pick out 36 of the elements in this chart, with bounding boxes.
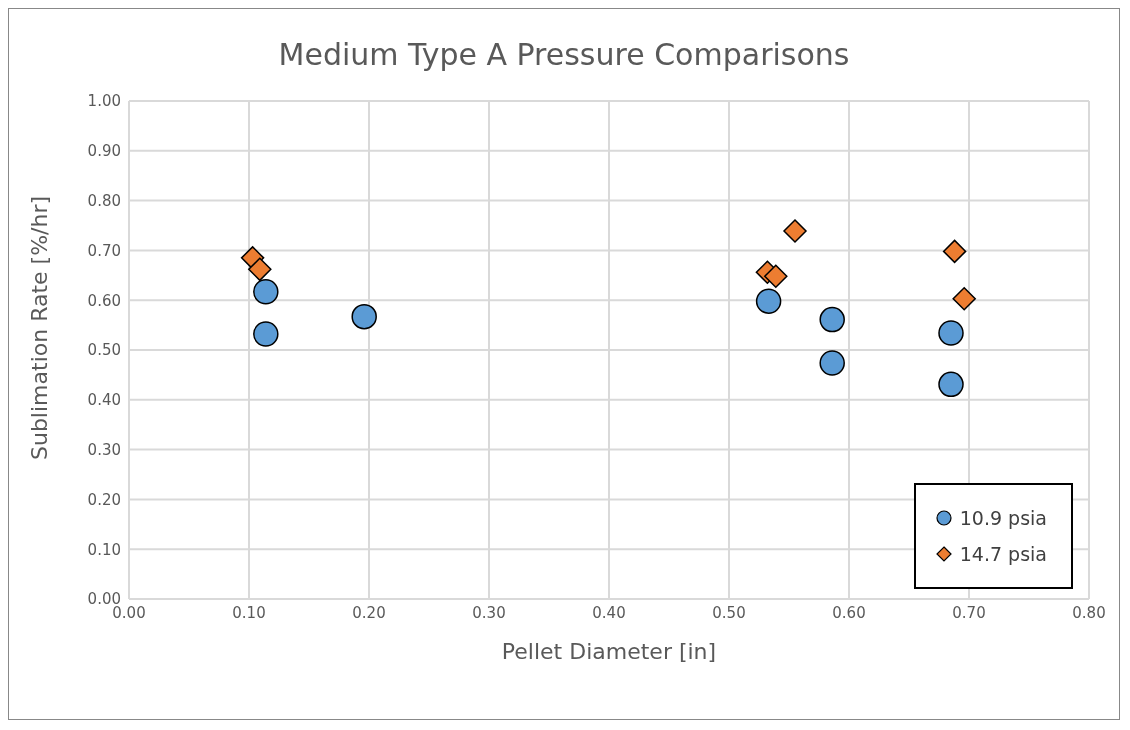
x-tick-label: 0.60 — [832, 603, 866, 622]
point — [253, 278, 279, 305]
point — [938, 371, 964, 398]
x-tick-label: 0.30 — [472, 603, 506, 622]
y-tick-label: 0.70 — [87, 241, 121, 260]
y-tick-label: 0.40 — [87, 391, 121, 410]
y-tick-label: 0.60 — [87, 291, 121, 310]
x-tick-label: 0.80 — [1072, 603, 1106, 622]
point — [248, 257, 272, 282]
point — [755, 288, 782, 314]
point — [819, 350, 845, 376]
y-axis-title: Sublimation Rate [%/hr] — [26, 195, 52, 460]
y-tick-label: 0.90 — [87, 142, 121, 161]
x-tick-label: 0.20 — [352, 603, 386, 622]
point — [952, 286, 976, 311]
point — [351, 303, 377, 330]
x-tick-label: 0.50 — [712, 603, 746, 622]
y-tick-label: 0.30 — [87, 440, 121, 459]
point — [819, 306, 845, 333]
y-tick-label: 0.80 — [87, 191, 121, 210]
x-tick-label: 0.10 — [232, 603, 266, 622]
y-tick-label: 1.00 — [87, 92, 121, 111]
y-tick-label: 0.10 — [87, 540, 121, 559]
point — [938, 320, 964, 346]
point — [942, 239, 967, 264]
chart-title: Medium Type A Pressure Comparisons — [277, 37, 851, 72]
y-tick-label: 0.50 — [87, 341, 121, 360]
point — [764, 264, 788, 289]
legend-label: 14.7 psia — [959, 543, 1047, 565]
point — [253, 321, 279, 347]
x-tick-label: 0.40 — [592, 603, 626, 622]
legend-label: 10.9 psia — [959, 507, 1047, 529]
point — [783, 219, 807, 243]
x-tick-label: 0.70 — [952, 603, 986, 622]
y-tick-label: 0.20 — [87, 490, 121, 509]
x-axis-title: Pellet Diameter [in] — [501, 639, 717, 664]
